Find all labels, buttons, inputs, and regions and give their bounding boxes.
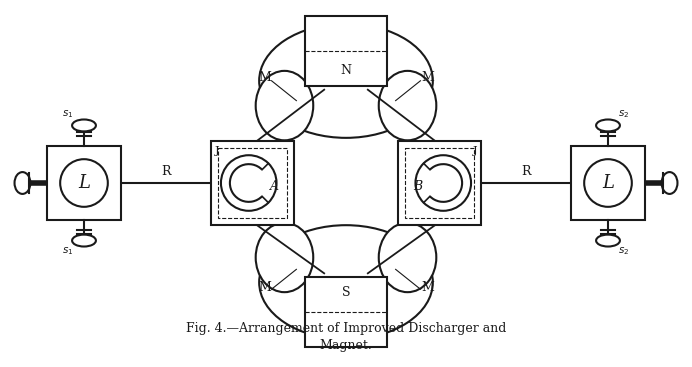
Bar — [572, 146, 645, 220]
Ellipse shape — [15, 172, 30, 194]
Bar — [47, 146, 120, 220]
Text: R: R — [521, 164, 531, 178]
Text: Magnet.: Magnet. — [320, 339, 372, 352]
Bar — [211, 141, 294, 225]
Text: $s_2$: $s_2$ — [618, 109, 630, 120]
Text: $s_1$: $s_1$ — [62, 246, 74, 257]
Text: J: J — [215, 146, 219, 156]
Text: A: A — [270, 181, 279, 193]
Text: L: L — [78, 174, 90, 192]
Text: R: R — [161, 164, 171, 178]
Bar — [305, 16, 387, 86]
Text: L: L — [602, 174, 614, 192]
Bar — [305, 277, 387, 347]
Text: M: M — [421, 281, 434, 294]
Bar — [405, 148, 474, 218]
Ellipse shape — [260, 225, 432, 339]
Text: M: M — [258, 71, 271, 84]
Circle shape — [415, 155, 471, 211]
Text: M: M — [258, 281, 271, 294]
Ellipse shape — [379, 71, 437, 140]
Ellipse shape — [379, 223, 437, 292]
Circle shape — [60, 159, 108, 207]
Text: N: N — [340, 64, 352, 77]
Text: S: S — [342, 286, 350, 299]
Text: Fig. 4.—Arrangement of Improved Discharger and: Fig. 4.—Arrangement of Improved Discharg… — [186, 322, 506, 335]
Ellipse shape — [596, 120, 620, 131]
Ellipse shape — [72, 235, 96, 247]
Ellipse shape — [662, 172, 677, 194]
Bar — [398, 141, 481, 225]
Text: $s_1$: $s_1$ — [62, 109, 74, 120]
Text: M: M — [421, 71, 434, 84]
Circle shape — [221, 155, 277, 211]
Text: J: J — [473, 146, 477, 156]
Circle shape — [584, 159, 632, 207]
Ellipse shape — [255, 223, 313, 292]
Ellipse shape — [596, 235, 620, 247]
Text: B: B — [413, 181, 422, 193]
Ellipse shape — [255, 71, 313, 140]
Ellipse shape — [72, 120, 96, 131]
Bar — [218, 148, 287, 218]
Ellipse shape — [260, 24, 432, 138]
Text: $s_2$: $s_2$ — [618, 246, 630, 257]
